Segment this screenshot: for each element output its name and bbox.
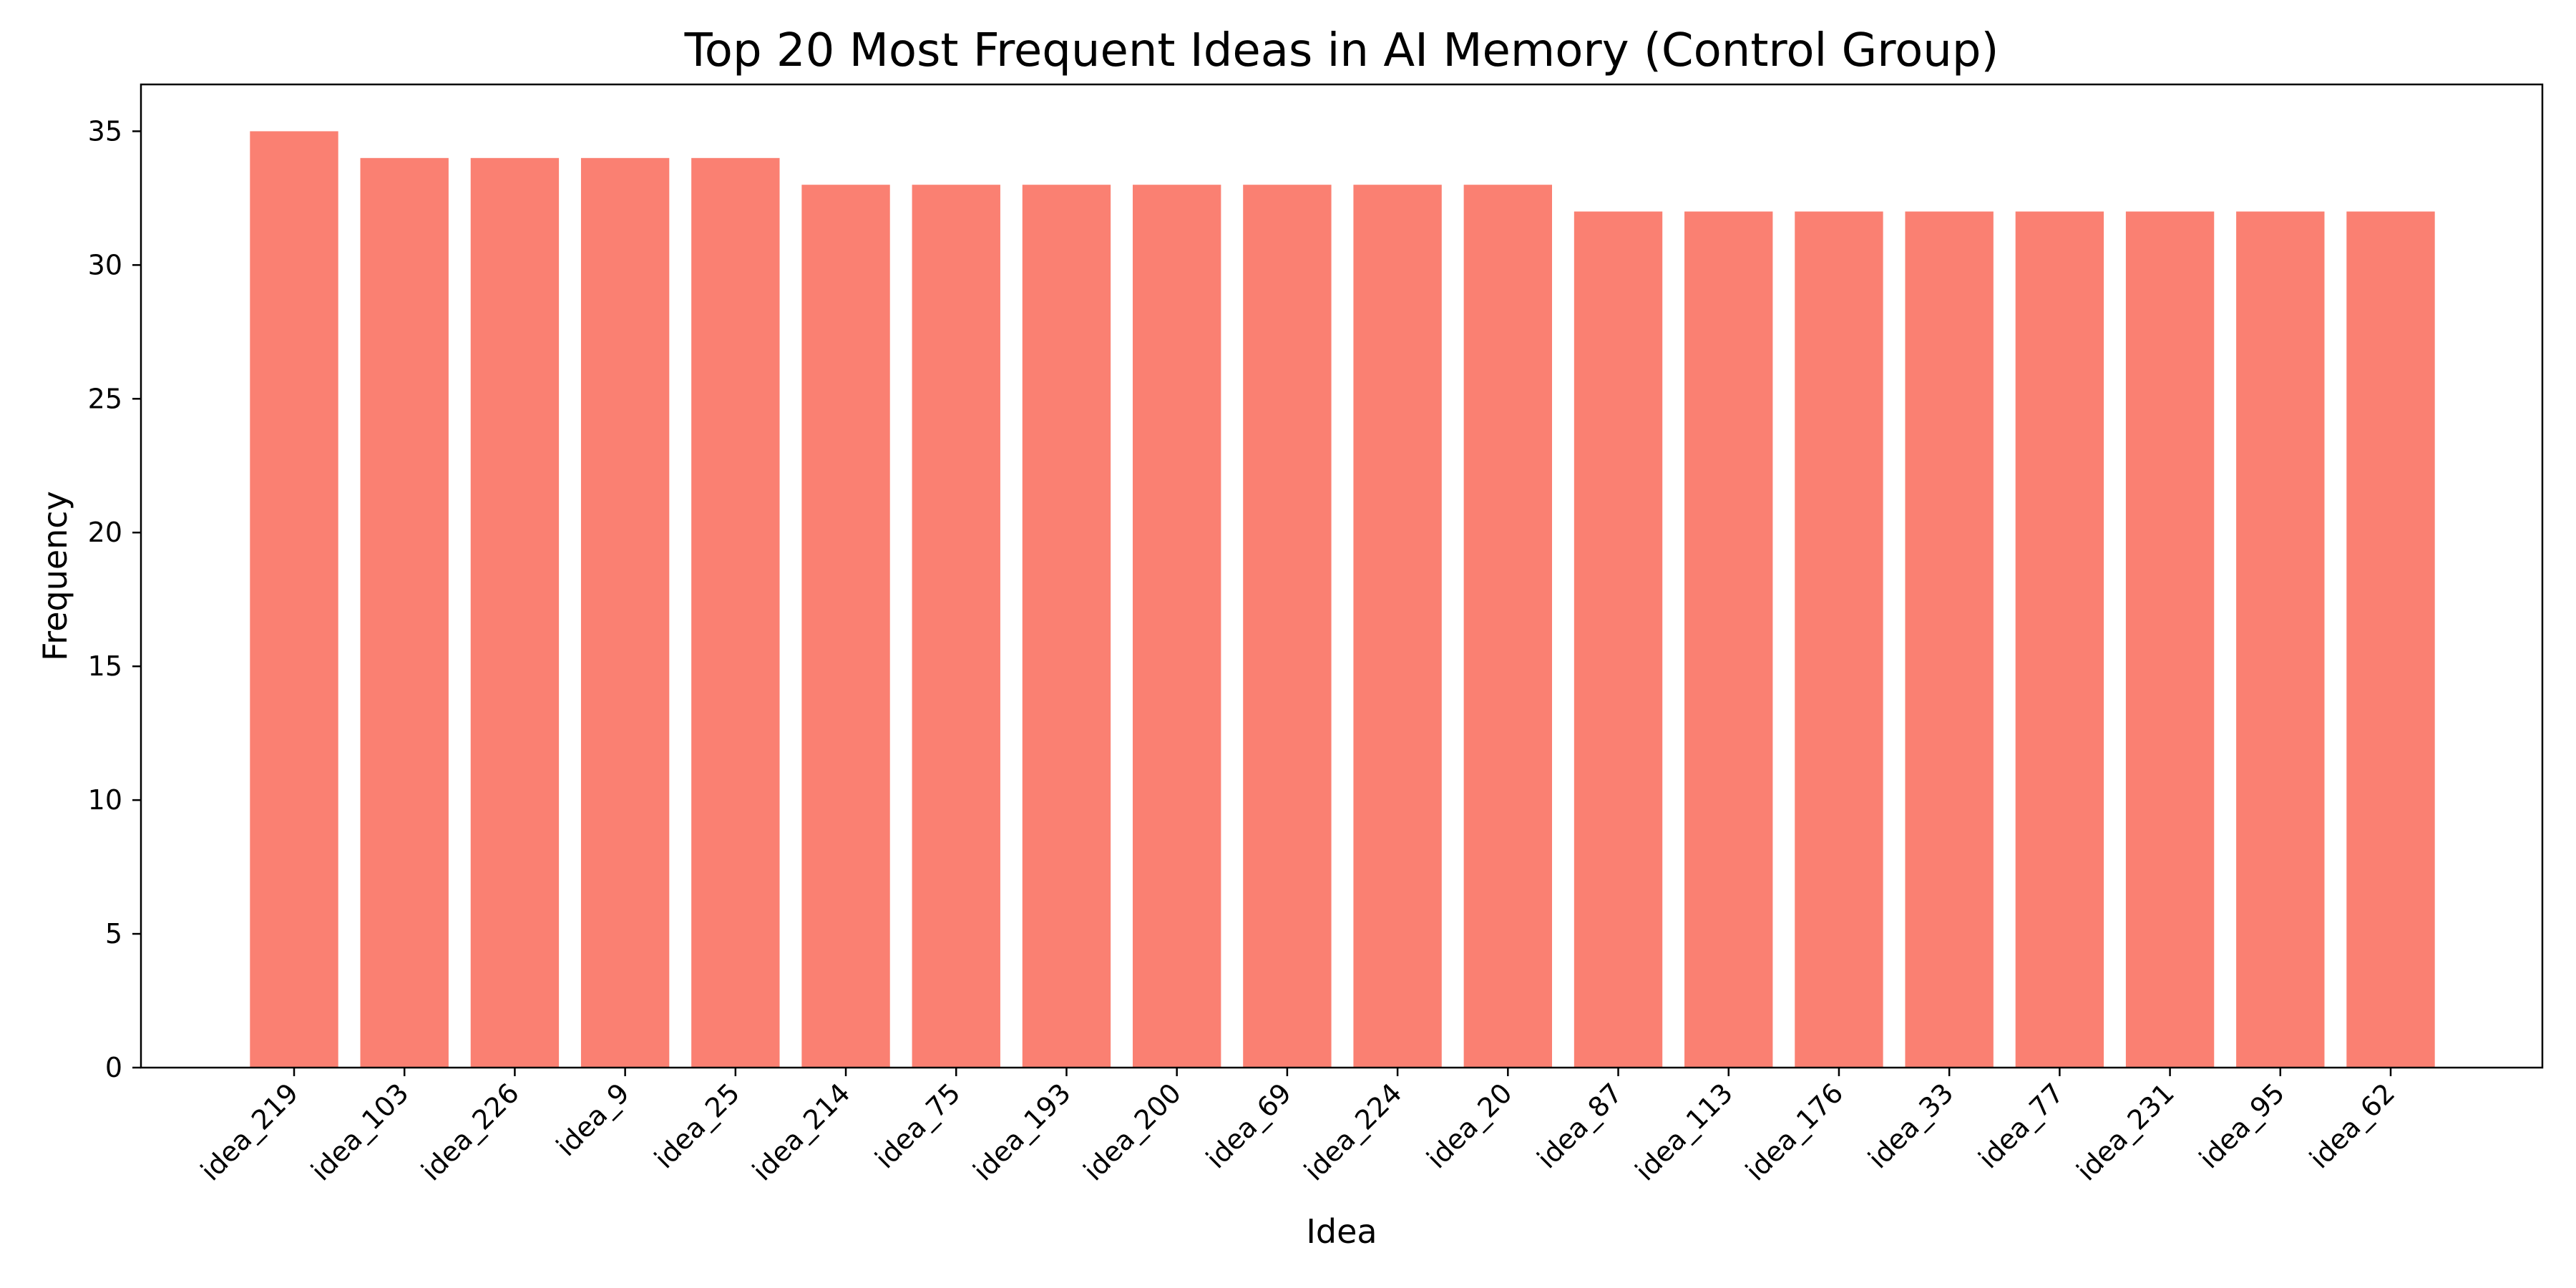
y-tick-label: 25 [88, 383, 122, 414]
bar-idea_95 [2236, 211, 2325, 1068]
bars-group [250, 131, 2435, 1068]
chart-title: Top 20 Most Frequent Ideas in AI Memory … [684, 24, 1999, 77]
bar-idea_33 [1905, 211, 1994, 1068]
bar-idea_75 [912, 185, 1000, 1068]
x-tick-label: idea_214 [746, 1077, 856, 1186]
bar-idea_219 [250, 131, 338, 1068]
x-tick-label: idea_176 [1740, 1077, 1849, 1186]
bar-idea_176 [1795, 211, 1883, 1068]
x-tick-label: idea_226 [415, 1077, 525, 1186]
x-tick-label: idea_113 [1629, 1077, 1739, 1186]
bar-idea_214 [801, 185, 890, 1068]
bar-idea_9 [580, 157, 670, 1068]
x-tick-label: idea_219 [195, 1077, 304, 1186]
x-tick-label: idea_69 [1200, 1077, 1297, 1174]
x-tick-label: idea_33 [1862, 1077, 1959, 1174]
y-tick-label: 20 [88, 517, 122, 548]
x-tick-label: idea_200 [1078, 1077, 1187, 1186]
plot-frame [140, 83, 2544, 1069]
y-tick-label: 35 [88, 115, 122, 147]
bar-idea_231 [2125, 211, 2215, 1068]
bar-idea_87 [1574, 211, 1663, 1068]
y-tick-label: 30 [88, 249, 122, 280]
bar-idea_103 [360, 157, 449, 1068]
x-tick-label: idea_75 [869, 1077, 966, 1174]
x-axis-ticks: idea_219 idea_103 idea_226 idea_9 idea_25 ide… [195, 1068, 2401, 1187]
bar-idea_226 [470, 157, 560, 1068]
x-tick-label: idea_62 [2303, 1077, 2401, 1174]
bar-idea_113 [1684, 211, 1773, 1068]
y-axis-ticks: 0 5 10 15 20 25 30 35 [88, 115, 141, 1083]
x-tick-label: idea_87 [1531, 1077, 1629, 1174]
x-tick-label: idea_95 [2193, 1077, 2290, 1174]
x-tick-label: idea_20 [1420, 1077, 1518, 1174]
x-tick-label: idea_103 [305, 1077, 414, 1186]
bar-idea_77 [2015, 211, 2104, 1068]
x-tick-label: idea_224 [1298, 1077, 1407, 1186]
bar-idea_224 [1353, 185, 1442, 1068]
y-tick-label: 0 [105, 1052, 122, 1083]
bar-idea_193 [1022, 185, 1111, 1068]
x-tick-label: idea_25 [648, 1077, 746, 1174]
x-tick-label: idea_193 [967, 1077, 1076, 1186]
y-tick-label: 10 [88, 784, 122, 816]
x-tick-label: idea_9 [550, 1077, 635, 1162]
x-axis-label: Idea [1306, 1212, 1377, 1251]
y-tick-label: 5 [105, 918, 122, 950]
x-tick-label: idea_77 [1972, 1077, 2069, 1174]
bar-idea_200 [1133, 185, 1221, 1068]
bar-idea_62 [2346, 211, 2435, 1068]
y-axis-label: Frequency [36, 491, 74, 661]
x-tick-label: idea_231 [2071, 1077, 2180, 1186]
bar-idea_20 [1463, 185, 1552, 1068]
y-tick-label: 15 [88, 650, 122, 682]
bar-idea_25 [691, 157, 780, 1068]
bar-idea_69 [1243, 185, 1332, 1068]
